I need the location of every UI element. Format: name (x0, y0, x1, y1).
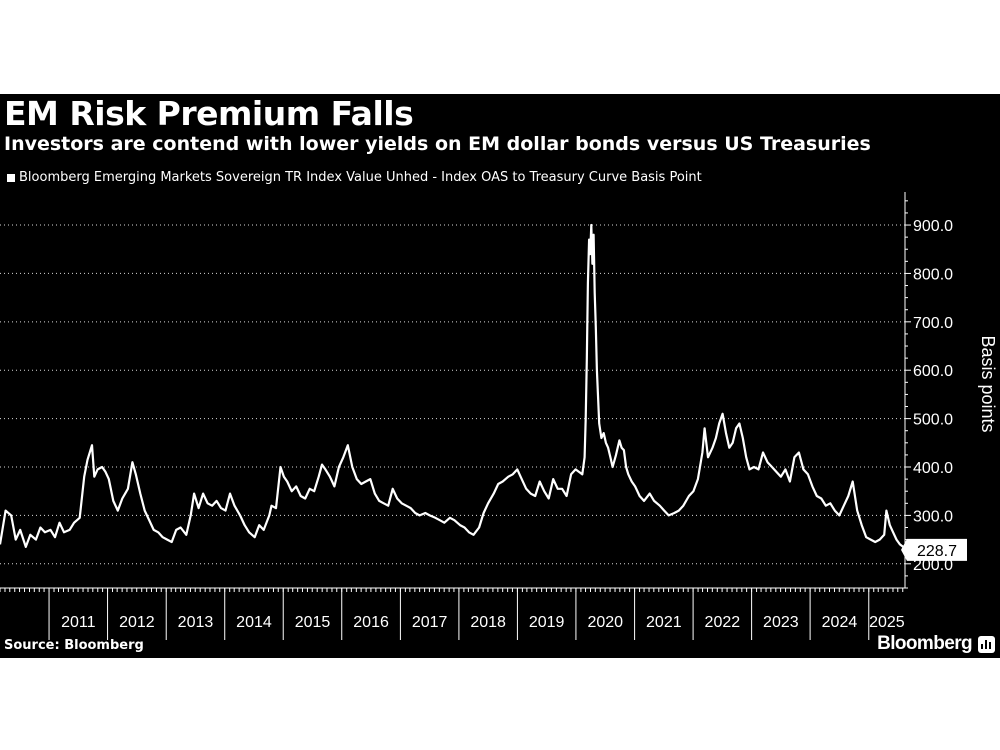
x-tick-label: 2024 (822, 614, 858, 631)
legend-swatch (7, 174, 15, 182)
x-tick-label: 2017 (412, 614, 448, 631)
annotation-layer: 228.7 (901, 538, 967, 561)
bloomberg-logo-icon (978, 636, 995, 653)
legend: Bloomberg Emerging Markets Sovereign TR … (7, 170, 702, 186)
x-tick-label: 2020 (587, 614, 623, 631)
x-tick-label: 2019 (529, 614, 565, 631)
x-tick-label: 2013 (178, 614, 214, 631)
chart-panel: EM Risk Premium Falls Investors are cont… (0, 94, 1000, 658)
x-tick-label: 2015 (295, 614, 331, 631)
bloomberg-logo: Bloomberg (877, 633, 972, 654)
y-tick-label: 900.0 (913, 218, 953, 235)
chart-subtitle: Investors are contend with lower yields … (4, 133, 871, 155)
line-chart: 2011 2012 2013 2014 2015 2016 2017 2018 2019 2020… (0, 192, 998, 640)
x-axis: 2011 2012 2013 2014 2015 2016 2017 2018 2019 2020… (0, 587, 905, 640)
y-tick-label: 300.0 (913, 508, 953, 525)
series-layer (0, 223, 906, 551)
x-tick-label: 2025 (869, 614, 905, 631)
y-tick-label: 700.0 (913, 315, 953, 332)
x-tick-label: 2011 (61, 614, 96, 631)
x-tick-label: 2021 (646, 614, 682, 631)
source-note: Source: Bloomberg (4, 638, 144, 653)
y-axis-title: Basis points (978, 335, 998, 432)
legend-label: Bloomberg Emerging Markets Sovereign TR … (19, 170, 702, 185)
last-value-label: 228.7 (917, 543, 957, 560)
y-tick-label: 200.0 (913, 557, 953, 574)
y-tick-label: 500.0 (913, 412, 953, 429)
x-tick-label: 2018 (470, 614, 506, 631)
series-line (0, 223, 906, 551)
y-tick-label: 800.0 (913, 266, 953, 283)
x-tick-label: 2012 (119, 614, 155, 631)
x-tick-label: 2022 (705, 614, 741, 631)
y-tick-label: 400.0 (913, 460, 953, 477)
last-value-badge (901, 538, 967, 561)
y-tick-label: 600.0 (913, 363, 953, 380)
x-tick-label: 2014 (236, 614, 272, 631)
x-tick-label: 2016 (353, 614, 389, 631)
chart-title: EM Risk Premium Falls (4, 94, 414, 133)
gridlines (0, 224, 905, 565)
y-axis: 200.0 300.0 400.0 500.0 600.0 700.0 800.0 900.0… (904, 192, 998, 589)
x-tick-label: 2023 (763, 614, 799, 631)
